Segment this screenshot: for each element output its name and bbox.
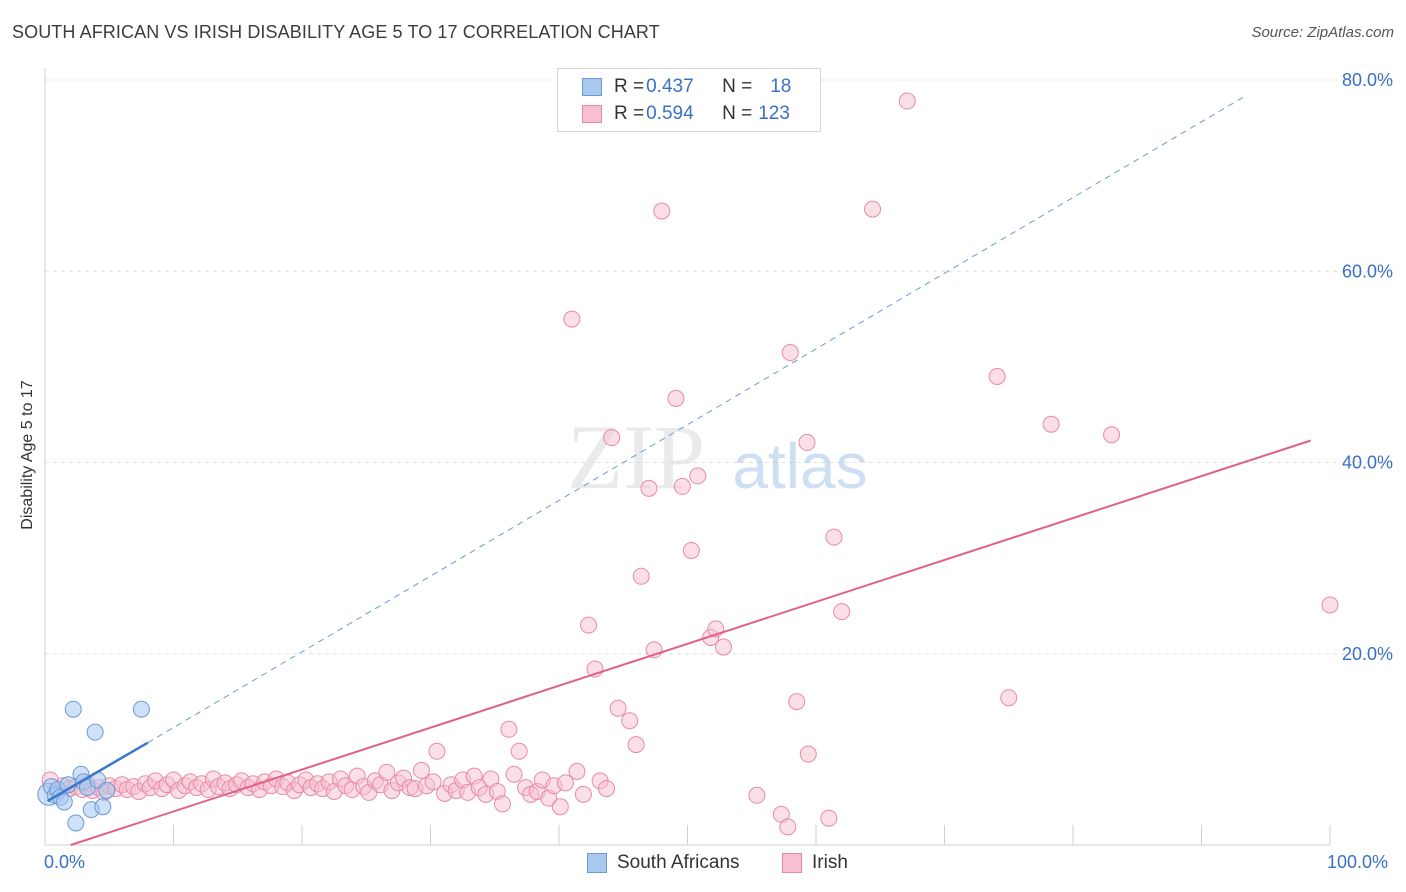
irish-point xyxy=(988,367,1006,385)
irish-point xyxy=(493,795,511,813)
irish-point xyxy=(820,809,838,827)
legend: R = 0.437 N = 18 R = 0.594 N = 123 xyxy=(557,68,821,132)
legend-r-value: 0.594 xyxy=(646,103,694,124)
irish-point xyxy=(500,720,518,738)
irish-point xyxy=(667,389,685,407)
south-african-trend-line xyxy=(46,741,149,803)
y-tick-label: 60.0% xyxy=(1342,261,1393,281)
south-african-point xyxy=(98,781,116,799)
y-tick-label: 40.0% xyxy=(1342,453,1393,473)
irish-point xyxy=(556,774,574,792)
irish-point xyxy=(413,761,431,779)
south-african-point xyxy=(67,814,85,832)
irish-point xyxy=(609,699,627,717)
south-african-trend-dashed xyxy=(147,94,1247,744)
irish-point xyxy=(682,541,700,559)
irish-point xyxy=(621,712,639,730)
y-tick-label: 80.0% xyxy=(1342,70,1393,90)
legend-row-irish: R = 0.594 N = 123 xyxy=(582,102,790,126)
trend-lines xyxy=(46,94,1312,846)
irish-point xyxy=(598,780,616,798)
irish-point xyxy=(673,477,691,495)
chart-title: SOUTH AFRICAN VS IRISH DISABILITY AGE 5 … xyxy=(12,22,660,42)
bottom-legend-irish: Irish xyxy=(782,852,848,874)
irish-point xyxy=(424,773,442,791)
south-african-point xyxy=(55,793,73,811)
legend-n-value: 18 xyxy=(770,76,792,97)
south-african-point xyxy=(132,700,150,718)
blue-square-icon xyxy=(587,853,607,873)
bottom-legend-label: Irish xyxy=(812,852,848,873)
irish-point xyxy=(1321,596,1339,614)
irish-point xyxy=(603,429,621,447)
irish-point xyxy=(799,745,817,763)
irish-point xyxy=(580,616,598,634)
irish-point xyxy=(1042,415,1060,433)
gridlines xyxy=(45,79,1392,655)
south-african-points xyxy=(37,700,150,832)
irish-point xyxy=(714,638,732,656)
irish-point xyxy=(864,200,882,218)
irish-point xyxy=(574,785,592,803)
legend-row-south-africans: R = 0.437 N = 18 xyxy=(582,75,791,99)
south-african-point xyxy=(94,798,112,816)
irish-point xyxy=(428,742,446,760)
legend-r-value: 0.437 xyxy=(646,76,694,97)
source-label: Source: ZipAtlas.com xyxy=(1251,24,1394,41)
irish-point xyxy=(640,479,658,497)
irish-point xyxy=(632,567,650,585)
blue-swatch-icon xyxy=(582,78,602,96)
irish-point xyxy=(825,528,843,546)
irish-point xyxy=(378,763,396,781)
south-african-point xyxy=(64,700,82,718)
irish-point xyxy=(833,603,851,621)
legend-r-label: R = xyxy=(614,76,645,97)
legend-r-label: R = xyxy=(614,103,645,124)
legend-n-label: N = xyxy=(722,103,753,124)
legend-n-label: N = xyxy=(722,76,753,97)
irish-point xyxy=(1103,426,1121,444)
pink-square-icon xyxy=(782,853,802,873)
irish-point xyxy=(898,92,916,110)
irish-point xyxy=(551,798,569,816)
pink-swatch-icon xyxy=(582,105,602,123)
watermark: ZIP atlas xyxy=(567,406,868,508)
irish-point xyxy=(781,344,799,362)
irish-point xyxy=(788,693,806,711)
irish-point xyxy=(627,736,645,754)
y-tick-label: 20.0% xyxy=(1342,644,1393,664)
irish-point xyxy=(689,467,707,485)
bottom-legend-south-africans: South Africans xyxy=(587,852,740,874)
irish-point xyxy=(563,310,581,328)
x-tick-max: 100.0% xyxy=(1327,852,1389,872)
irish-points xyxy=(41,92,1339,836)
irish-point xyxy=(568,762,586,780)
irish-point xyxy=(779,818,797,836)
axes xyxy=(44,68,1331,846)
irish-point xyxy=(1000,689,1018,707)
y-tick-labels: 20.0% 40.0% 60.0% 80.0% xyxy=(1342,70,1393,664)
bottom-legend-label: South Africans xyxy=(617,852,740,873)
irish-trend-line xyxy=(70,439,1312,846)
irish-point xyxy=(510,742,528,760)
irish-point xyxy=(748,786,766,804)
irish-point xyxy=(798,433,816,451)
legend-n-value: 123 xyxy=(758,103,790,124)
x-tick-min: 0.0% xyxy=(44,852,86,872)
irish-point xyxy=(653,202,671,220)
irish-point xyxy=(505,765,523,783)
south-african-point xyxy=(86,723,104,741)
